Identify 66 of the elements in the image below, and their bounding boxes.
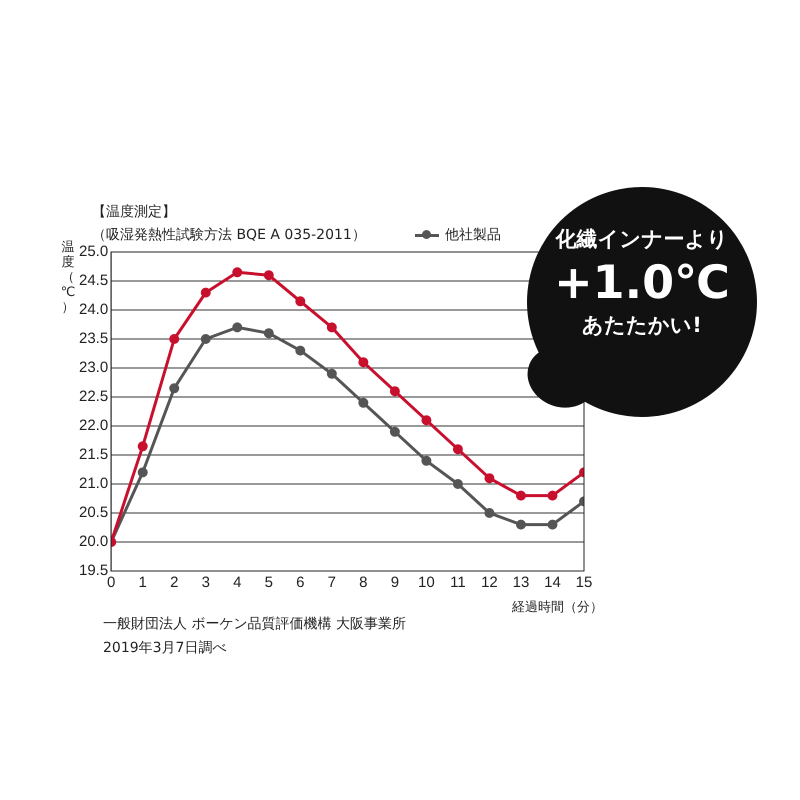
y-tick-label: 22.5 xyxy=(78,388,108,406)
point xyxy=(232,322,242,332)
point xyxy=(326,368,337,379)
x-tick-label: 6 xyxy=(296,574,304,592)
y-tick-label: 24.0 xyxy=(78,301,108,318)
point xyxy=(516,520,526,530)
x-tick-label: 12 xyxy=(481,574,498,592)
point xyxy=(138,441,148,452)
point xyxy=(232,267,242,278)
chart-subtitle: （吸湿発熱性試験方法 BQE A 035-2011） xyxy=(92,226,366,244)
y-tick-label: 24.5 xyxy=(78,272,108,290)
annotation: +1.0℃ xyxy=(553,255,731,309)
x-tick-label: 15 xyxy=(576,574,592,592)
point xyxy=(169,334,180,344)
x-tick-label: 9 xyxy=(390,574,400,592)
x-tick-label: 10 xyxy=(418,574,435,592)
point xyxy=(452,444,463,454)
point xyxy=(547,520,558,530)
x-tick-label: 11 xyxy=(450,574,466,592)
y-tick-label: 22.0 xyxy=(78,417,108,434)
point xyxy=(264,270,274,280)
point xyxy=(452,479,463,489)
text: 一般財団法人 ボーケン品質評価機構 大阪事業所 xyxy=(103,615,406,634)
x-tick-label: 4 xyxy=(233,574,242,592)
point xyxy=(421,456,432,466)
point xyxy=(484,508,494,518)
text: 2019年3月7日調べ xyxy=(103,639,228,658)
point xyxy=(484,473,494,484)
y-tick-label: 21.0 xyxy=(78,475,108,492)
y-tick-label: 20.0 xyxy=(78,533,108,550)
point xyxy=(390,426,400,437)
point xyxy=(138,467,148,478)
annotation: あたたかい! xyxy=(581,312,703,339)
point xyxy=(326,322,337,332)
point xyxy=(200,288,211,298)
x-tick-label: 2 xyxy=(170,574,178,592)
point xyxy=(547,490,558,501)
point xyxy=(390,386,400,396)
point xyxy=(421,415,432,426)
y-tick-label: 23.5 xyxy=(78,330,108,348)
x-axis-title: 経過時間（分） xyxy=(512,599,603,616)
point xyxy=(264,328,274,338)
point xyxy=(516,490,526,501)
y-axis-title: 温度（℃） xyxy=(60,240,76,315)
y-tick-label: 23.0 xyxy=(78,359,108,376)
x-tick-label: 8 xyxy=(359,574,368,592)
text: 化繊インナーより xyxy=(554,226,730,253)
y-tick-label: 21.5 xyxy=(78,446,108,464)
point xyxy=(358,398,368,408)
x-tick-label: 1 xyxy=(138,574,147,592)
y-tick-label: 25.0 xyxy=(78,243,108,260)
x-tick-label: 0 xyxy=(107,574,116,592)
legend-label: 他社製品 xyxy=(445,226,501,244)
y-tick-label: 19.5 xyxy=(78,562,108,580)
point xyxy=(169,383,180,394)
x-tick-label: 5 xyxy=(264,574,273,592)
point xyxy=(200,334,211,344)
x-tick-label: 3 xyxy=(202,574,210,592)
y-tick-label: 20.5 xyxy=(78,504,108,522)
x-tick-label: 14 xyxy=(544,574,561,592)
x-tick-label: 13 xyxy=(512,574,530,592)
point xyxy=(358,357,368,368)
point xyxy=(295,296,306,306)
chart-title: 【温度測定】 xyxy=(92,203,176,221)
x-tick-label: 7 xyxy=(328,574,336,592)
point xyxy=(295,346,306,356)
